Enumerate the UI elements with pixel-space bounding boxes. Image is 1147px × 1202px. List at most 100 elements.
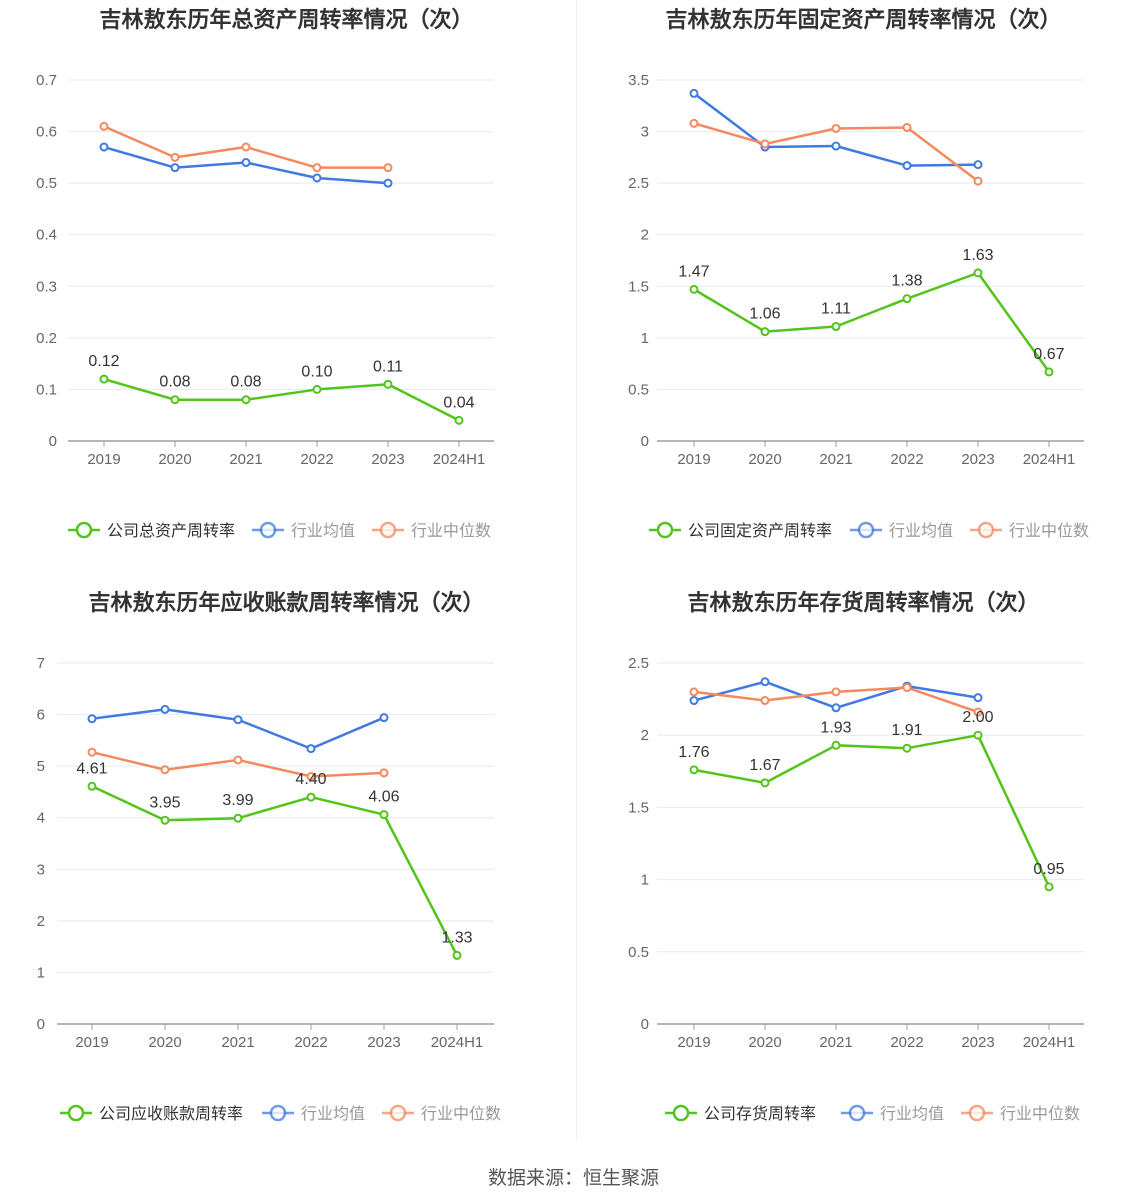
legend-label: 行业均值 [880, 1105, 944, 1123]
data-point-company [233, 813, 243, 823]
legend-marker-icon [656, 521, 674, 539]
x-tick-label: 2022 [294, 1034, 327, 1051]
x-tick-label: 2024H1 [431, 1034, 484, 1051]
data-point-company [1044, 367, 1054, 377]
data-point-company [379, 810, 389, 820]
data-point-avg [379, 713, 389, 723]
y-tick-label: 1 [641, 330, 649, 347]
data-point-median [689, 687, 699, 697]
series-line-company [103, 377, 460, 422]
legend-item-avg: 行业均值 [252, 521, 355, 540]
data-point-company [452, 950, 462, 960]
data-label: 1.33 [441, 929, 472, 946]
legend-item-median: 行业中位数 [382, 1104, 501, 1123]
legend-item-median: 行业中位数 [970, 521, 1089, 540]
data-point-company [831, 322, 841, 332]
data-label: 0.11 [373, 358, 403, 375]
legend-marker-icon [968, 1104, 986, 1122]
legend-item-avg: 行业均值 [841, 1104, 944, 1123]
y-tick-label: 2 [37, 913, 45, 930]
legend-marker-icon [379, 521, 397, 539]
data-point-company [973, 268, 983, 278]
data-point-company [99, 374, 109, 384]
x-tick-label: 2020 [748, 1034, 781, 1051]
data-point-avg [312, 173, 322, 183]
data-point-avg [831, 141, 841, 151]
legend-label: 行业中位数 [421, 1105, 501, 1123]
x-tick-label: 2024H1 [1023, 451, 1076, 468]
x-tick-label: 2022 [300, 451, 333, 468]
data-label: 0.04 [443, 394, 474, 411]
x-tick-label: 2023 [367, 1034, 400, 1051]
chart-title: 吉林敖东历年存货周转率情况（次） [687, 590, 1040, 615]
legend-item-median: 行业中位数 [961, 1104, 1080, 1123]
data-point-avg [973, 693, 983, 703]
data-point-company [306, 792, 316, 802]
data-label: 1.63 [962, 247, 993, 264]
data-point-company [689, 284, 699, 294]
data-point-avg [160, 704, 170, 714]
y-tick-label: 2.5 [628, 175, 649, 192]
y-tick-label: 3 [37, 861, 45, 878]
data-point-company [170, 395, 180, 405]
data-label: 1.11 [821, 301, 851, 318]
legend-label: 公司固定资产周转率 [688, 522, 832, 540]
legend-marker-icon [389, 1104, 407, 1122]
data-point-company [689, 765, 699, 775]
y-tick-label: 0.6 [36, 124, 57, 141]
chart-title: 吉林敖东历年固定资产周转率情况（次） [665, 7, 1062, 32]
data-point-avg [383, 178, 393, 188]
legend-label: 行业均值 [889, 522, 953, 540]
x-tick-label: 2023 [371, 451, 404, 468]
y-tick-label: 0.5 [628, 944, 649, 961]
data-point-company [454, 415, 464, 425]
data-point-median [689, 118, 699, 128]
y-tick-label: 4 [37, 810, 45, 827]
legend-item-company: 公司应收账款周转率 [60, 1104, 243, 1123]
legend-item-company: 公司总资产周转率 [68, 521, 235, 540]
x-tick-label: 2019 [75, 1034, 108, 1051]
data-point-company [831, 740, 841, 750]
y-tick-label: 0.3 [36, 278, 57, 295]
data-point-median [760, 139, 770, 149]
series-line-company [693, 271, 1051, 373]
data-point-company [312, 384, 322, 394]
data-point-avg [689, 88, 699, 98]
data-label: 0.10 [301, 363, 332, 380]
legend-item-company: 公司固定资产周转率 [649, 521, 832, 540]
chart-svg: 0 0.1 0.2 0.3 0.4 0.5 0.6 0.7 2019 2020 2021 2022 20… [36, 72, 494, 540]
y-tick-label: 0.5 [36, 175, 57, 192]
data-label: 0.95 [1033, 861, 1064, 878]
data-point-avg [973, 160, 983, 170]
chart-inventory-turnover: 吉林敖东历年存货周转率情况（次） 0 0.5 1 1.5 2 2.5 2019 2020 202… [577, 583, 1147, 1166]
data-label: 1.93 [820, 719, 851, 736]
data-point-company [973, 730, 983, 740]
data-point-median [902, 683, 912, 693]
data-label: 1.06 [749, 306, 780, 323]
data-point-avg [831, 703, 841, 713]
x-tick-label: 2022 [890, 451, 923, 468]
data-point-avg [689, 696, 699, 706]
chart-svg: 0 0.5 1 1.5 2 2.5 3 3.5 2019 2020 2021 2022 2023 2024… [628, 72, 1089, 540]
data-label: 0.12 [88, 353, 119, 370]
data-point-median [831, 123, 841, 133]
series-line-company [91, 785, 459, 956]
x-tick-label: 2020 [148, 1034, 181, 1051]
x-tick-label: 2021 [819, 451, 852, 468]
data-point-company [1044, 882, 1054, 892]
data-point-median [379, 768, 389, 778]
x-tick-label: 2021 [229, 451, 262, 468]
data-label: 1.47 [678, 263, 709, 280]
x-tick-label: 2024H1 [1023, 1034, 1076, 1051]
y-tick-label: 3.5 [628, 72, 649, 89]
x-tick-label: 2022 [890, 1034, 923, 1051]
legend-label: 公司应收账款周转率 [99, 1104, 243, 1123]
legend-label: 行业均值 [291, 522, 355, 540]
x-tick-label: 2023 [961, 451, 994, 468]
data-point-company [160, 815, 170, 825]
legend-item-avg: 行业均值 [850, 521, 953, 540]
x-tick-label: 2019 [677, 1034, 710, 1051]
x-tick-label: 2021 [221, 1034, 254, 1051]
legend-marker-icon [672, 1104, 690, 1122]
y-tick-label: 1 [37, 964, 45, 981]
